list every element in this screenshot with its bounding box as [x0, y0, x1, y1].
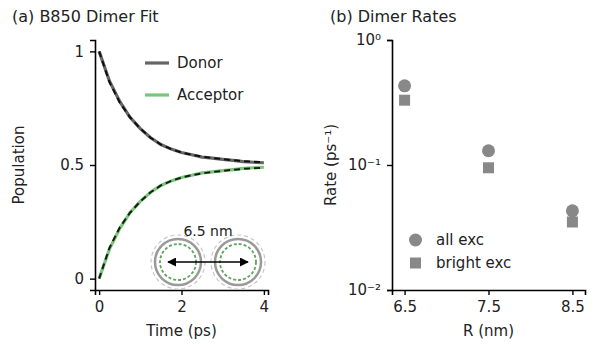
tick-mark	[264, 290, 265, 295]
tick-mark	[90, 165, 95, 166]
legend-swatch	[410, 258, 421, 269]
tick: 10⁻¹	[348, 156, 392, 174]
inset	[151, 235, 265, 289]
y-axis-title: Population	[10, 126, 28, 205]
tick-label: 6.5	[393, 298, 417, 316]
tick: 0	[74, 270, 95, 288]
tick-mark	[404, 290, 405, 295]
axis-line	[393, 291, 586, 296]
legend-swatch	[145, 93, 169, 96]
point	[567, 216, 578, 227]
tick-label: 10⁰	[356, 31, 381, 49]
tick-mark	[488, 290, 489, 295]
panel: 6.5 7.5 8.5 10⁻² 10⁻¹ 10⁰ (b) Dimer Rates R (nm…	[322, 7, 586, 340]
legend-swatch	[409, 234, 422, 247]
tick: 7.5	[477, 290, 501, 316]
panel: 02400.51(a) B850 Dimer FitTime (ps)Popul…	[10, 7, 269, 340]
tick-mark	[387, 165, 392, 166]
point	[566, 204, 579, 217]
tick-label: 1	[74, 43, 84, 61]
tick-label: 7.5	[477, 298, 501, 316]
x-axis: 0 2 4	[95, 290, 269, 316]
tick-label: 0	[95, 298, 105, 316]
tick-label: 8.5	[561, 298, 585, 316]
tick-mark	[99, 290, 100, 295]
tick: 8.5	[561, 290, 585, 316]
point	[482, 144, 495, 157]
tick-mark	[181, 290, 182, 295]
tick: 10⁰	[356, 31, 392, 49]
x-axis: 6.5 7.5 8.5	[393, 290, 586, 316]
tick: 4	[260, 290, 270, 316]
legend: all exc bright exc	[409, 231, 511, 272]
line	[99, 167, 264, 278]
fit-line	[99, 168, 264, 279]
tick: 1	[74, 43, 95, 61]
plot-area	[99, 51, 264, 278]
legend-label: Acceptor	[177, 86, 244, 104]
axis-line	[90, 41, 96, 291]
axis-line	[387, 41, 393, 291]
y-axis: 10⁻² 10⁻¹ 10⁰	[348, 31, 393, 299]
tick-label: 0	[74, 270, 84, 288]
legend-swatch	[145, 61, 169, 64]
legend: Donor Acceptor	[145, 54, 244, 104]
tick-label: 10⁻¹	[348, 156, 381, 174]
fit-line	[99, 51, 264, 162]
tick-label: 0.5	[60, 156, 84, 174]
legend-label: all exc	[436, 231, 484, 249]
tick: 0	[95, 290, 105, 316]
line	[99, 51, 264, 162]
point	[398, 79, 411, 92]
annotation: 6.5 nm	[183, 223, 232, 239]
figure: 02400.51(a) B850 Dimer FitTime (ps)Popul…	[0, 0, 600, 347]
legend-label: Donor	[177, 54, 223, 72]
axis-line	[96, 291, 269, 296]
tick-mark	[90, 278, 95, 279]
chart-title: (b) Dimer Rates	[330, 7, 457, 26]
y-axis-title: Rate (ps⁻¹)	[322, 124, 340, 206]
tick-mark	[387, 40, 392, 41]
tick: 10⁻²	[348, 281, 392, 299]
tick: 6.5	[393, 290, 417, 316]
x-axis-title: R (nm)	[463, 322, 514, 340]
plot-area	[398, 79, 579, 227]
distance-arrow	[168, 261, 248, 263]
tick-mark	[90, 51, 95, 52]
chart-title: (a) B850 Dimer Fit	[12, 7, 159, 26]
tick: 0.5	[60, 156, 95, 174]
point	[483, 162, 494, 173]
tick-label: 10⁻²	[348, 281, 381, 299]
figure-svg: 02400.51(a) B850 Dimer FitTime (ps)Popul…	[0, 0, 600, 347]
point	[399, 95, 410, 106]
legend-label: bright exc	[436, 254, 511, 272]
x-axis-title: Time (ps)	[145, 322, 217, 340]
tick-mark	[387, 290, 392, 291]
tick: 2	[177, 290, 187, 316]
y-axis: 00.51	[60, 41, 95, 291]
tick-label: 2	[177, 298, 187, 316]
tick-mark	[572, 290, 573, 295]
tick-label: 4	[260, 298, 270, 316]
